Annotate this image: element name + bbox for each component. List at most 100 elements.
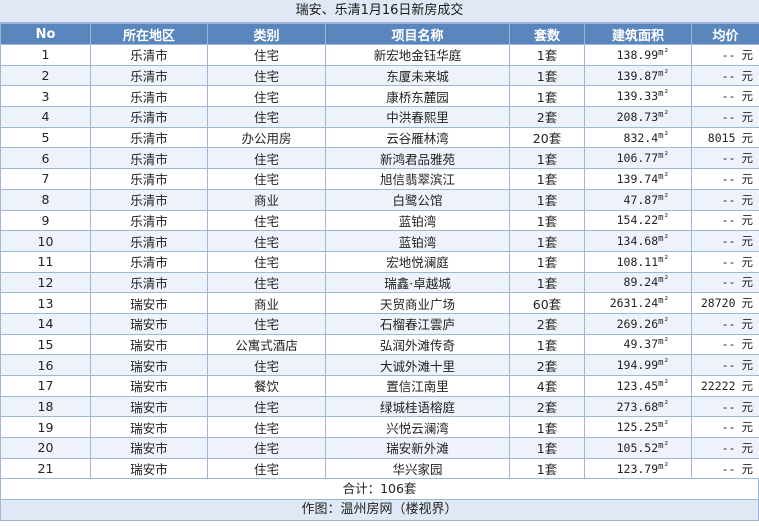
cell-region: 乐清市 [90,147,208,170]
cell-project: 华兴家园 [325,457,510,480]
cell-type: 住宅 [207,437,326,459]
area-unit: m² [658,420,669,431]
cell-units: 60套 [509,292,585,314]
cell-area: 125.25m² [584,416,692,439]
cell-area: 123.79m² [584,457,692,480]
cell-area: 105.52m² [584,437,692,459]
cell-type: 住宅 [207,354,326,376]
price-unit: 元 [741,296,754,311]
cell-no: 14 [0,312,91,335]
table-row: 8 乐清市 商业 白鹭公馆 1套 47.87m² -- 元 [0,188,759,211]
area-value: 138.99 [616,47,659,62]
area-unit: m² [658,337,669,348]
price-unit: 元 [741,461,754,476]
area-value: 89.24 [623,275,659,290]
area-value: 123.45 [616,378,659,393]
price-value: -- [721,213,736,228]
cell-area: 49.37m² [584,333,692,356]
cell-units: 1套 [509,457,585,480]
cell-region: 瑞安市 [90,437,208,459]
cell-units: 2套 [509,312,585,335]
area-unit: m² [658,47,669,58]
price-unit: 元 [741,89,754,104]
cell-region: 瑞安市 [90,333,208,356]
cell-price: -- 元 [691,271,759,294]
table-row: 2 乐清市 住宅 东厦未来城 1套 139.87m² -- 元 [0,64,759,87]
table-body: 1 乐清市 住宅 新宏地金钰华庭 1套 138.99m² -- 元 2 乐清市 住宅 东厦未来城 1套 1… [0,44,759,480]
table-row: 12 乐清市 住宅 瑞鑫·卓越城 1套 89.24m² -- 元 [0,271,759,294]
price-value: -- [721,275,736,290]
cell-units: 2套 [509,395,585,418]
cell-price: -- 元 [691,333,759,356]
table-row: 13 瑞安市 商业 天贸商业广场 60套 2631.24m² 28720 元 [0,292,759,314]
cell-no: 2 [0,64,91,87]
cell-region: 乐清市 [90,64,208,87]
cell-type: 住宅 [207,64,326,87]
cell-area: 47.87m² [584,188,692,211]
price-unit: 元 [741,358,754,373]
cell-no: 13 [0,292,91,314]
cell-area: 139.87m² [584,64,692,87]
area-unit: m² [658,89,669,100]
cell-area: 208.73m² [584,106,692,128]
price-value: 28720 [700,296,736,311]
cell-no: 7 [0,168,91,190]
price-unit: 元 [741,316,754,331]
price-unit: 元 [741,420,754,435]
cell-type: 住宅 [207,312,326,335]
price-unit: 元 [741,47,754,62]
cell-type: 住宅 [207,147,326,170]
cell-project: 新宏地金钰华庭 [325,44,510,66]
cell-price: -- 元 [691,230,759,252]
header-type: 类别 [207,23,326,45]
table-row: 6 乐清市 住宅 新鸿君品雅苑 1套 106.77m² -- 元 [0,147,759,170]
price-unit: 元 [741,275,754,290]
price-unit: 元 [741,68,754,83]
cell-project: 蓝铂湾 [325,230,510,252]
header-area: 建筑面积 [584,23,692,45]
price-value: -- [721,358,736,373]
cell-project: 康桥东麓园 [325,85,510,108]
area-value: 106.77 [616,151,659,166]
header-price: 均价 [691,23,759,45]
cell-units: 2套 [509,354,585,376]
cell-area: 139.74m² [584,168,692,190]
area-unit: m² [658,316,669,327]
cell-project: 绿城桂语榕庭 [325,395,510,418]
cell-project: 新鸿君品雅苑 [325,147,510,170]
cell-units: 1套 [509,271,585,294]
price-unit: 元 [741,151,754,166]
area-value: 123.79 [616,461,659,476]
area-value: 108.11 [616,254,659,269]
cell-area: 2631.24m² [584,292,692,314]
table-row: 14 瑞安市 住宅 石榴春江雲庐 2套 269.26m² -- 元 [0,312,759,335]
cell-price: -- 元 [691,85,759,108]
cell-project: 兴悦云澜湾 [325,416,510,439]
total-row: 合计：106套 [0,479,759,501]
area-value: 125.25 [616,420,659,435]
price-unit: 元 [741,337,754,352]
cell-price: -- 元 [691,64,759,87]
cell-region: 乐清市 [90,188,208,211]
cell-no: 11 [0,250,91,273]
cell-units: 1套 [509,416,585,439]
price-unit: 元 [741,254,754,269]
price-value: -- [721,254,736,269]
price-value: -- [721,109,736,124]
price-value: -- [721,47,736,62]
area-unit: m² [658,440,669,451]
cell-price: 8015 元 [691,126,759,149]
table-row: 4 乐清市 住宅 中洪春熙里 2套 208.73m² -- 元 [0,106,759,128]
cell-price: -- 元 [691,250,759,273]
cell-price: -- 元 [691,209,759,232]
area-unit: m² [658,399,669,410]
cell-units: 4套 [509,375,585,397]
header-units: 套数 [509,23,585,45]
cell-units: 1套 [509,250,585,273]
cell-no: 21 [0,457,91,480]
area-unit: m² [658,151,669,162]
cell-region: 瑞安市 [90,354,208,376]
cell-units: 1套 [509,209,585,232]
cell-type: 住宅 [207,85,326,108]
cell-region: 瑞安市 [90,457,208,480]
